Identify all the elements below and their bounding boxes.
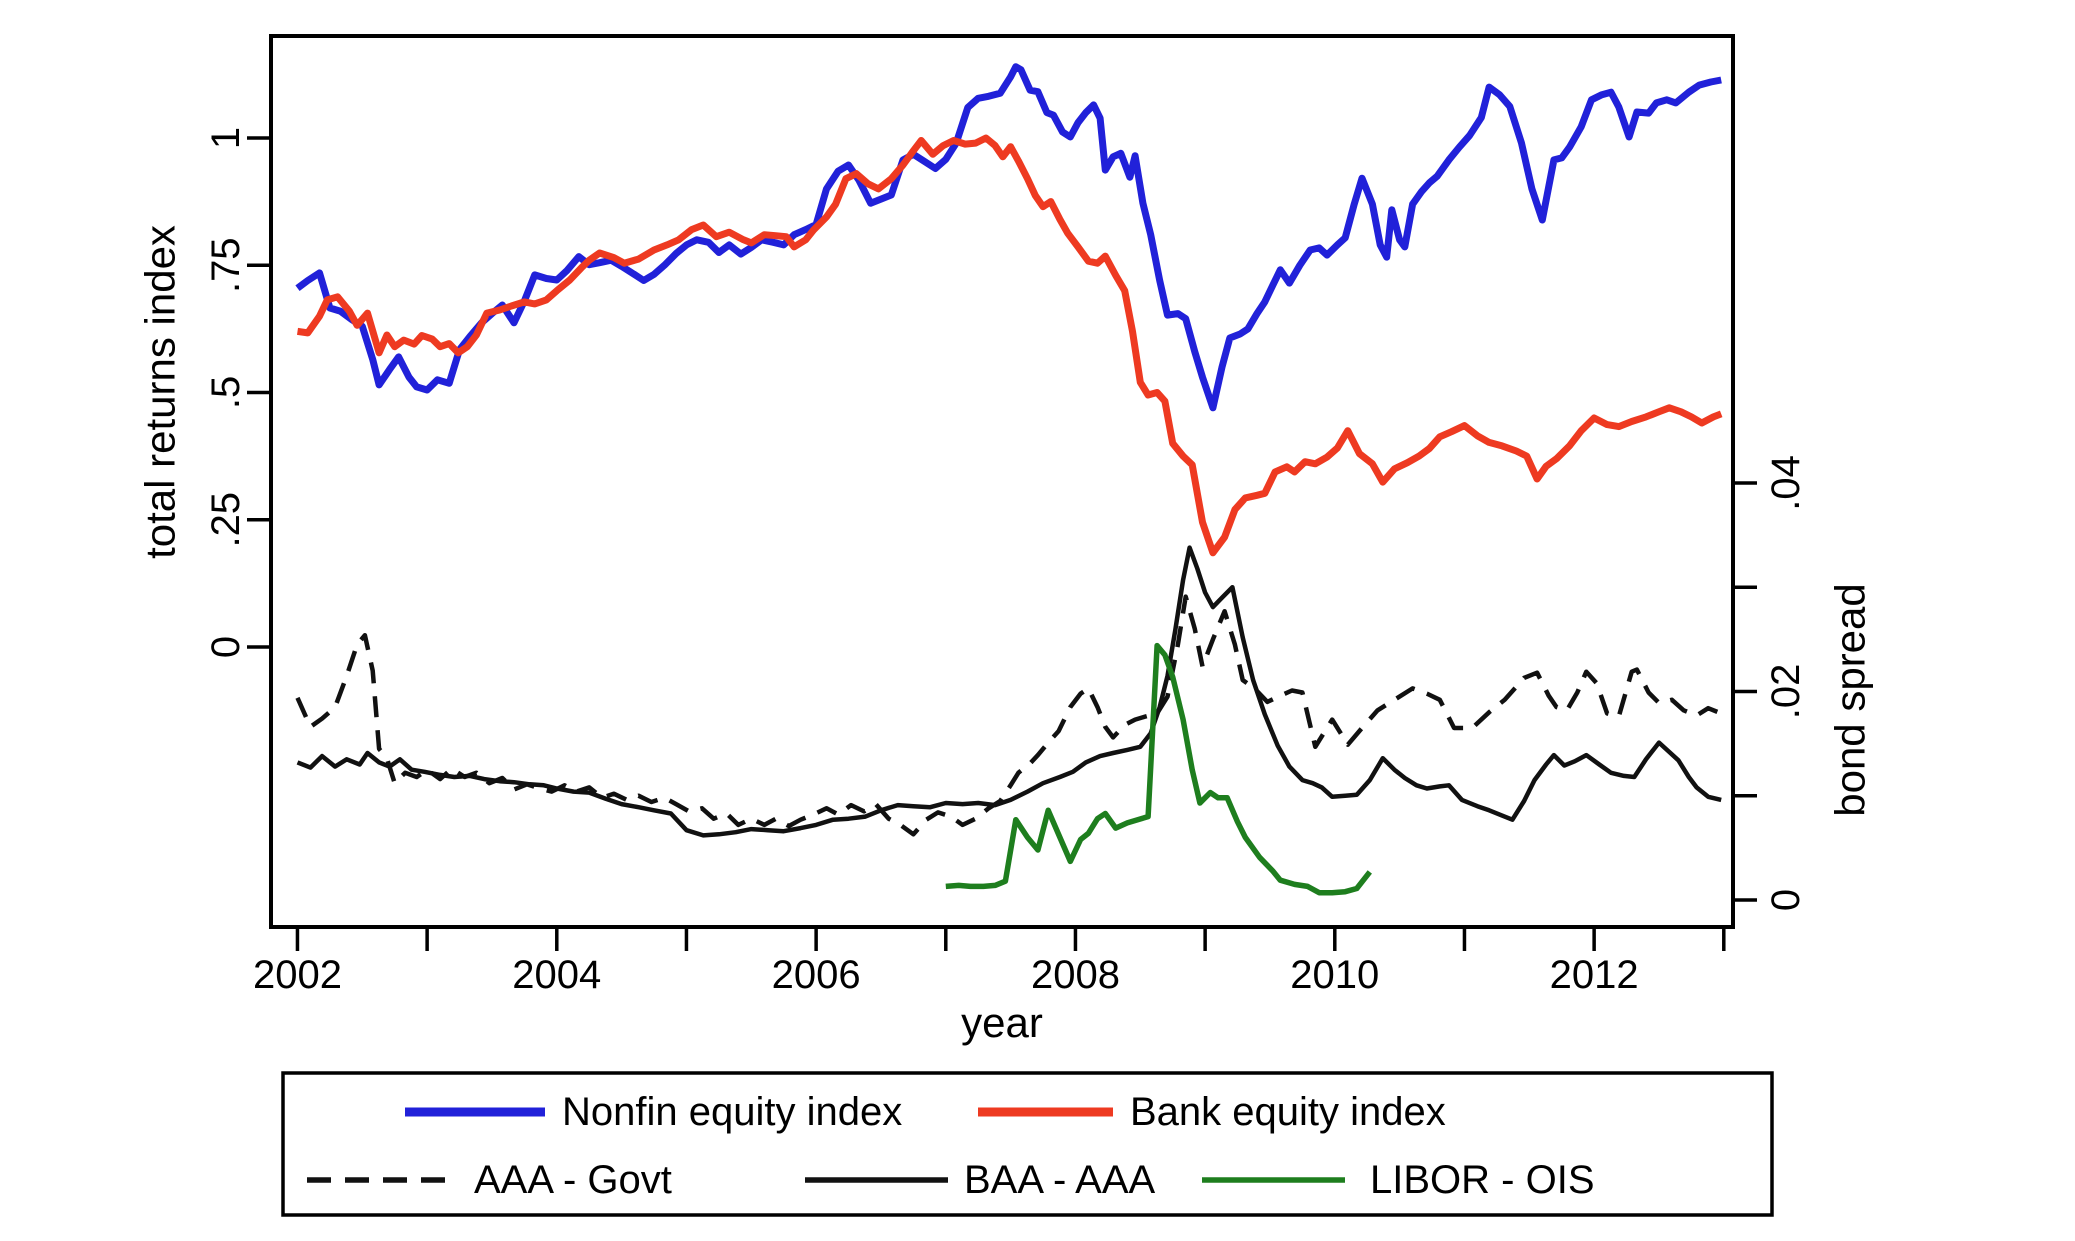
legend-label-libor-ois: LIBOR - OIS [1370,1158,1595,1202]
y-right-tick-label: .04 [1764,455,1808,511]
y-right-tick-label: .02 [1764,664,1808,720]
legend-label-bank-equity-index: Bank equity index [1130,1090,1446,1134]
y-right-tick-label: 0 [1764,889,1808,911]
legend-label-aaa-govt: AAA - Govt [474,1158,672,1202]
series-line-nonfin-equity-index [295,63,1722,412]
y-left-tick-label: .75 [204,237,248,293]
plot-frame [269,34,1735,929]
x-tick-label: 2008 [1031,953,1120,997]
y-right-axis-title: bond spread [1827,583,1874,817]
x-tick-label: 2012 [1550,953,1639,997]
series-line-libor-ois [945,642,1372,896]
series-line-bank-equity-index [296,134,1723,557]
chart-generated-content: 2002 2004 2006 2008 2010 2012 0 .25 .5 .75 1 0 .02 .0… [204,34,1808,1217]
y-left-tick-label: .25 [204,492,248,548]
y-left-tick-label: .5 [204,376,248,409]
x-tick-label: 2006 [772,953,861,997]
x-tick-label: 2010 [1290,953,1379,997]
series-line-baa-aaa [296,545,1722,838]
y-left-axis-title: total returns index [137,225,184,559]
y-left-tick-label: 0 [204,636,248,658]
x-axis-title: year [961,999,1043,1046]
x-tick-label: 2004 [512,953,601,997]
legend-box [281,1071,1774,1217]
series-line-aaa-govt [295,594,1723,837]
legend-label-nonfin-equity-index: Nonfin equity index [562,1090,902,1134]
x-tick-label: 2002 [253,953,342,997]
y-left-tick-label: 1 [204,127,248,149]
legend-label-baa-aaa: BAA - AAA [964,1158,1156,1202]
